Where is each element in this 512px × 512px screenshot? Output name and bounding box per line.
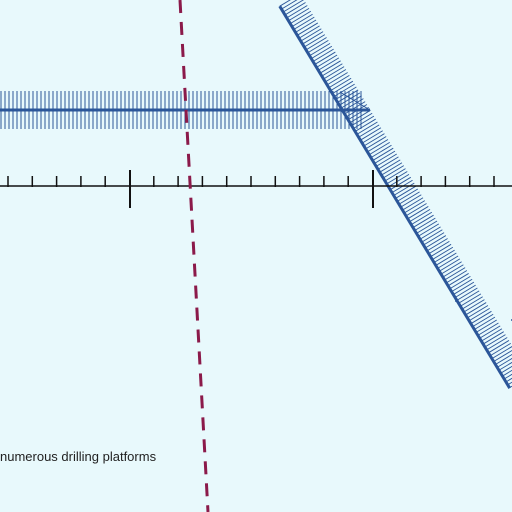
scale-bar xyxy=(0,170,512,208)
map-label: numerous drilling platforms xyxy=(0,449,157,464)
pipeline-diagonal xyxy=(278,0,512,389)
boundary-line xyxy=(178,0,210,512)
pipeline-horizontal xyxy=(0,91,371,129)
